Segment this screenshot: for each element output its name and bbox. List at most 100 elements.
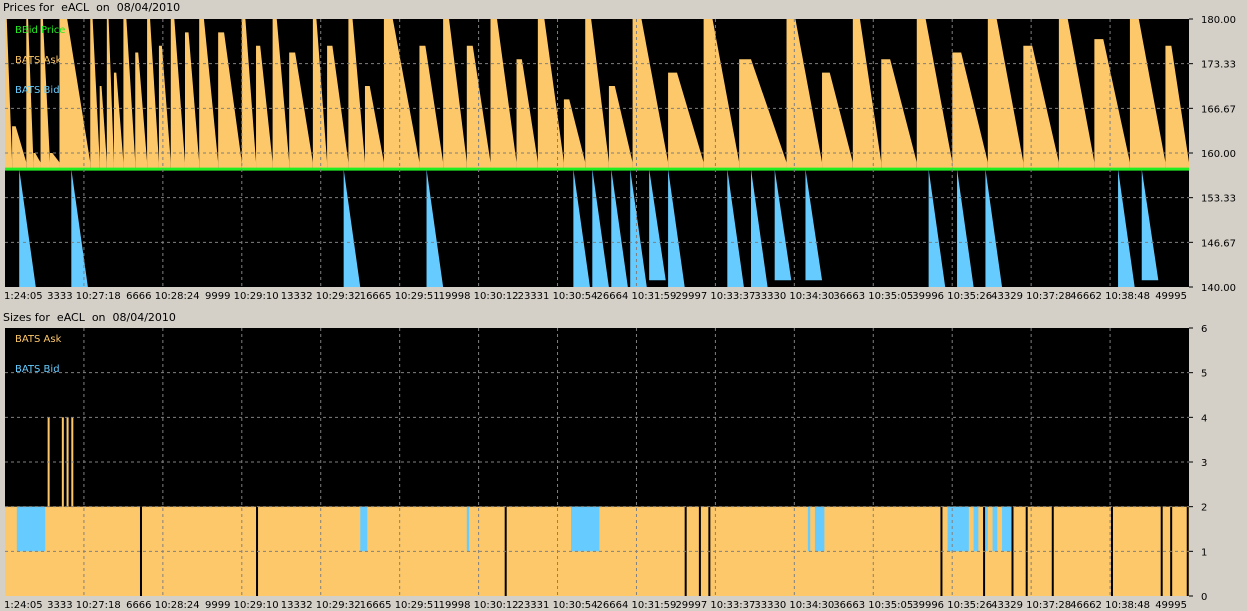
ask-area-mark <box>739 59 787 170</box>
x-tick-label: 6666 10:28:24 <box>126 291 200 302</box>
y-tick-label: 166.67 <box>1201 104 1236 115</box>
y-tick-label: 180.00 <box>1201 15 1236 26</box>
bid-size-bar <box>947 506 969 552</box>
x-tick-label: 3333 10:27:18 <box>47 291 121 302</box>
bid-area-mark <box>611 169 628 287</box>
size-gap <box>1011 506 1014 596</box>
ask-area-mark <box>516 59 538 170</box>
x-tick-label: 36663 10:35:05 <box>833 291 913 302</box>
bid-size-bar <box>814 506 825 552</box>
y-tick-label: 5 <box>1201 369 1207 380</box>
x-tick-label: 9999 10:29:10 <box>205 291 279 302</box>
ask-area-mark <box>272 19 290 170</box>
ask-area-mark <box>585 19 609 170</box>
ask-area-mark <box>786 19 823 170</box>
bid-area-mark <box>774 169 792 281</box>
ask-area-mark <box>113 72 124 170</box>
legend-bats-bid: BATS Bid <box>15 85 60 96</box>
x-tick-label: 23331 10:30:54 <box>518 600 598 611</box>
ask-area-mark <box>40 19 50 170</box>
x-tick-label: 26664 10:31:59 <box>597 600 677 611</box>
x-tick-label: 29997 10:33:37 <box>675 600 755 611</box>
ask-area-mark <box>443 19 467 170</box>
ask-area-mark <box>1058 19 1095 170</box>
ask-area-mark <box>881 59 917 170</box>
ask-area-mark <box>135 52 148 170</box>
x-tick-label: 36663 10:35:05 <box>833 600 913 611</box>
ask-area-mark <box>158 45 171 170</box>
ask-area-mark <box>218 32 242 170</box>
x-tick-label: 19998 10:30:12 <box>439 600 519 611</box>
y-tick-label: 6 <box>1201 324 1207 335</box>
ask-area-mark <box>1023 45 1059 170</box>
legend-bbid-price: BBid Price <box>15 25 65 36</box>
bid-area-mark <box>592 169 609 287</box>
bid-size-bar <box>807 506 811 552</box>
bid-size-bar <box>983 506 988 552</box>
ask-area-mark <box>289 52 313 170</box>
legend-bats-ask: BATS Ask <box>15 55 62 66</box>
bid-area-mark <box>343 169 361 287</box>
ask-area-mark <box>90 19 100 170</box>
x-tick-label: 1:24:05 <box>4 291 43 302</box>
bid-size-bar <box>992 506 998 552</box>
bid-area-mark <box>630 169 647 287</box>
size-gap <box>139 506 142 596</box>
x-tick-label: 49995 <box>1155 600 1187 611</box>
ask-size-spike <box>61 417 64 507</box>
x-tick-label: 6666 10:28:24 <box>126 600 200 611</box>
x-tick-label: 16665 10:29:51 <box>360 291 440 302</box>
x-tick-label: 23331 10:30:54 <box>518 291 598 302</box>
ask-area-mark <box>1129 19 1166 170</box>
ask-area-mark <box>364 86 384 170</box>
ask-area-mark <box>703 19 740 170</box>
size-panel-title: Sizes for eACL on 08/04/2010 <box>3 311 176 324</box>
x-tick-label: 13332 10:29:32 <box>281 600 361 611</box>
ask-area-mark <box>987 19 1024 170</box>
ask-area-mark <box>199 19 219 170</box>
x-tick-label: 43329 10:37:28 <box>991 291 1071 302</box>
y-tick-label: 146.67 <box>1201 238 1236 249</box>
bid-area-mark <box>957 169 974 287</box>
price-panel: Prices for eACL on 08/04/2010 180.00 173.… <box>3 1 1236 302</box>
bid-area-mark <box>928 169 946 287</box>
ask-area-mark <box>466 45 491 170</box>
ask-area-mark <box>59 19 91 170</box>
x-tick-label: 13332 10:29:32 <box>281 291 361 302</box>
ask-area-mark <box>490 19 517 170</box>
ask-area-mark <box>419 45 444 170</box>
x-tick-label: 3333 10:27:18 <box>47 600 121 611</box>
y-tick-label: 140.00 <box>1201 283 1236 294</box>
x-tick-label: 49995 <box>1155 291 1187 302</box>
bid-area-mark <box>668 169 685 287</box>
bid-area-mark <box>649 169 666 281</box>
bid-size-bar <box>466 506 470 552</box>
x-tick-label: 33330 10:34:30 <box>754 600 834 611</box>
bid-area-mark <box>426 169 444 287</box>
x-tick-label: 46662 10:38:48 <box>1070 600 1150 611</box>
legend-bats-bid: BATS Bid <box>15 364 60 375</box>
ask-area-mark <box>123 19 136 170</box>
y-tick-label: 160.00 <box>1201 149 1236 160</box>
x-tick-label: 33330 10:34:30 <box>754 291 834 302</box>
bid-area-mark <box>985 169 1003 287</box>
x-tick-label: 16665 10:29:51 <box>360 600 440 611</box>
y-tick-label: 173.33 <box>1201 60 1236 71</box>
ask-area-mark <box>49 153 60 170</box>
x-tick-label: 43329 10:37:28 <box>991 600 1071 611</box>
x-tick-label: 9999 10:29:10 <box>205 600 279 611</box>
bid-size-bar <box>1002 506 1012 552</box>
ask-area-mark <box>537 19 564 170</box>
bid-size-bar <box>973 506 979 552</box>
legend-bats-ask: BATS Ask <box>15 334 62 345</box>
bid-area-mark <box>71 169 88 287</box>
ask-area-mark <box>852 19 882 170</box>
bid-size-bar <box>16 506 46 552</box>
ask-area-mark <box>608 86 633 170</box>
ask-area-mark <box>916 19 953 170</box>
x-tick-label: 26664 10:31:59 <box>597 291 677 302</box>
y-tick-label: 153.33 <box>1201 194 1236 205</box>
ask-area-mark <box>170 19 185 170</box>
y-tick-label: 2 <box>1201 503 1207 514</box>
ask-area-mark <box>563 99 586 170</box>
